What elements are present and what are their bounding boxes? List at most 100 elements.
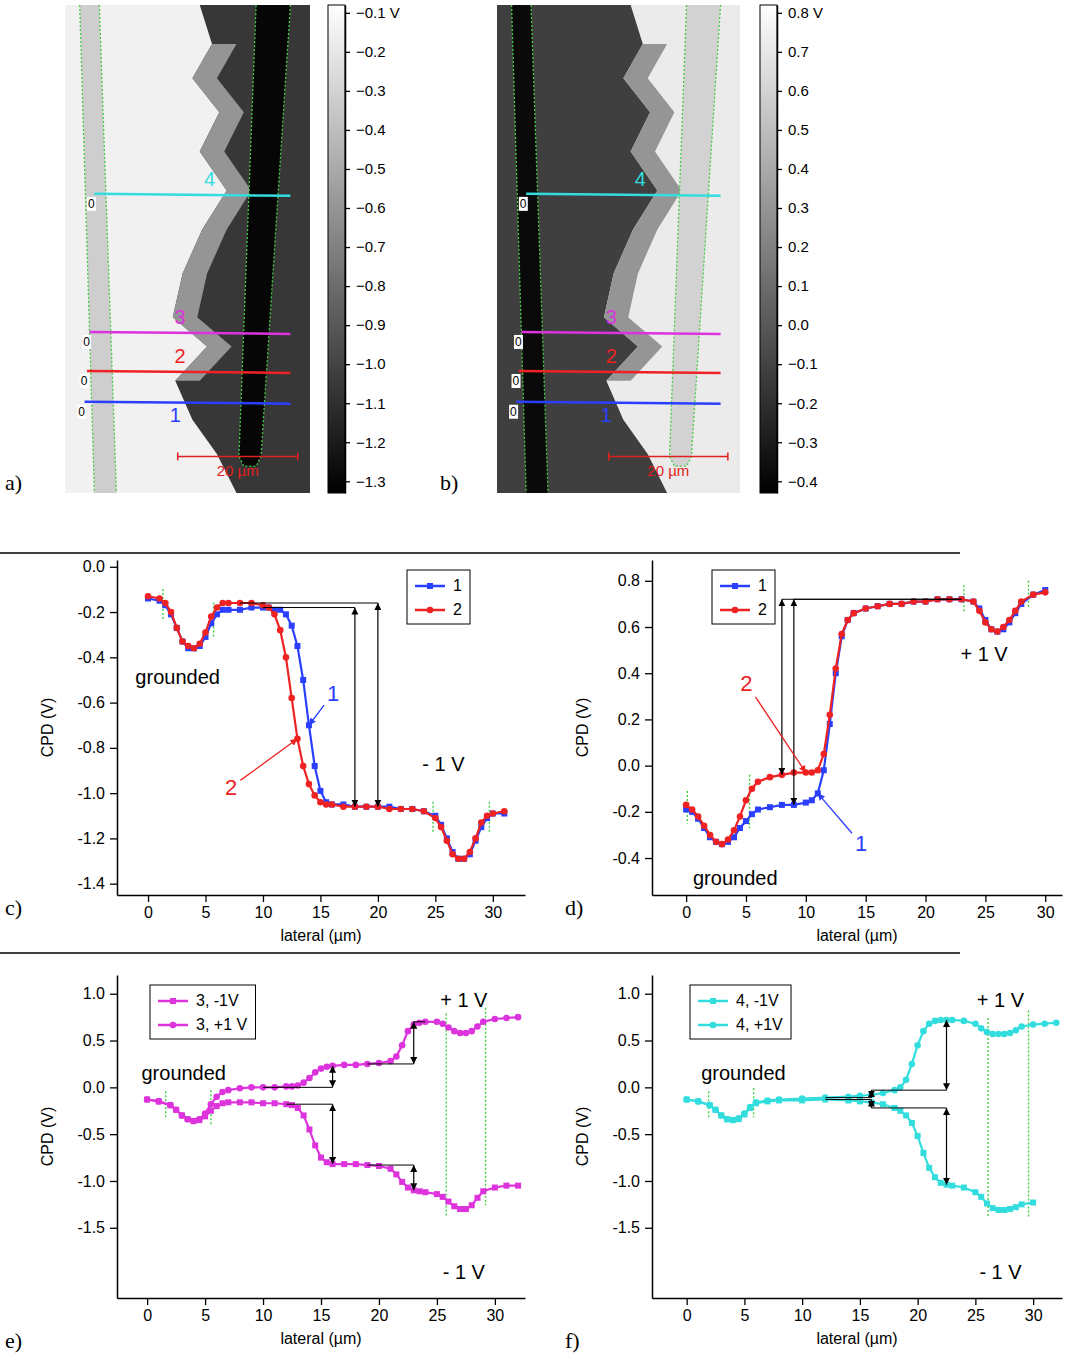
data-point — [753, 1099, 760, 1106]
data-point — [799, 1095, 806, 1102]
tick-label: 0.0 — [618, 1079, 640, 1096]
tick-mark — [806, 895, 807, 902]
tick-mark — [110, 793, 117, 794]
legend-box — [690, 985, 791, 1039]
data-point — [915, 1133, 921, 1139]
image-map — [497, 5, 740, 493]
tick-mark — [205, 895, 206, 902]
profile-line — [87, 371, 290, 373]
profile-start-label: 0 — [510, 405, 517, 419]
data-point — [988, 626, 995, 633]
data-point — [432, 815, 439, 822]
data-point — [826, 711, 833, 718]
data-point — [515, 1014, 522, 1021]
data-point — [899, 601, 905, 607]
tick-mark — [866, 895, 867, 902]
tick: -1.0 — [77, 785, 117, 802]
data-point — [191, 645, 197, 651]
data-point — [311, 792, 318, 799]
series-line — [686, 590, 1045, 844]
y-axis-title: CPD (V) — [574, 698, 591, 758]
data-point — [914, 1042, 921, 1049]
tick: 0.5 — [777, 121, 809, 138]
data-point — [162, 600, 169, 607]
data-point — [237, 1099, 243, 1105]
data-point — [318, 1065, 325, 1072]
profile-line — [516, 402, 720, 404]
tick-mark — [1045, 895, 1046, 902]
data-point — [1007, 1030, 1014, 1037]
data-point — [191, 1118, 197, 1124]
data-point — [490, 810, 497, 817]
tick: 20 — [371, 1298, 389, 1324]
data-point — [156, 595, 163, 602]
tick-label: 0.6 — [788, 82, 809, 99]
data-point — [184, 1116, 191, 1123]
series-line — [148, 596, 504, 859]
tick-label: −0.4 — [788, 473, 818, 490]
data-point — [737, 825, 743, 831]
data-point — [220, 607, 226, 613]
guide-line — [895, 1107, 947, 1108]
tick: 20 — [369, 895, 387, 921]
data-point — [730, 1117, 737, 1124]
data-point — [695, 1098, 702, 1105]
data-point — [492, 1016, 499, 1023]
data-point — [767, 804, 773, 810]
tick-mark — [686, 1298, 687, 1305]
electrode-outline — [531, 5, 548, 493]
tick-mark — [263, 1298, 264, 1305]
tick: 30 — [484, 895, 502, 921]
data-point — [317, 799, 324, 806]
data-point — [1001, 1031, 1008, 1038]
electrode-outline — [670, 5, 721, 466]
data-point — [478, 819, 485, 826]
tick-label: 0.0 — [83, 1079, 105, 1096]
data-point — [190, 1118, 197, 1125]
data-point — [463, 1206, 469, 1212]
tick: 0.8 V — [777, 4, 823, 21]
data-point — [689, 806, 696, 813]
data-point — [972, 1020, 979, 1027]
plot-data — [683, 587, 1049, 847]
axis-line — [345, 6, 347, 494]
electrode-edge — [1028, 581, 1029, 609]
data-point — [219, 1100, 225, 1106]
annotation: 1 — [327, 681, 339, 706]
data-point — [399, 1042, 406, 1049]
data-point — [737, 813, 744, 820]
tick: 20 — [909, 1298, 927, 1324]
tick-label: -0.5 — [612, 1126, 640, 1143]
tick: −1.3 — [345, 473, 386, 490]
tick-mark — [975, 1298, 976, 1305]
tick: −1.0 — [345, 355, 386, 372]
tick: 0.7 — [777, 43, 809, 60]
tick: −0.4 — [345, 121, 386, 138]
data-point — [155, 1098, 162, 1105]
tick: 10 — [255, 1298, 273, 1324]
tick-label: 0.0 — [788, 316, 809, 333]
data-point — [718, 1112, 725, 1119]
data-point — [1042, 589, 1049, 596]
tick-mark — [110, 838, 117, 839]
data-point — [995, 1031, 1002, 1038]
figure: 1020304020 µm−0.1 V−0.2−0.3−0.4−0.5−0.6−… — [0, 0, 1072, 1361]
data-point — [455, 856, 461, 862]
data-point — [388, 1166, 394, 1172]
data-point — [295, 1105, 301, 1111]
tick-label: 10 — [255, 1307, 273, 1324]
data-point — [444, 837, 451, 844]
tick-label: -0.2 — [612, 803, 640, 820]
electrode-edge — [749, 775, 750, 828]
tick-label: 0.6 — [618, 619, 640, 636]
data-point — [1030, 1021, 1037, 1028]
tick-mark — [1033, 1298, 1034, 1305]
electrode-edge — [446, 1013, 447, 1215]
tick-mark — [345, 130, 350, 131]
legend-marker — [710, 1022, 717, 1029]
data-point — [340, 803, 347, 810]
profile-start-label: 0 — [515, 335, 522, 349]
data-point — [469, 1202, 475, 1208]
tick-label: −0.9 — [356, 316, 386, 333]
tick-mark — [495, 1298, 496, 1305]
